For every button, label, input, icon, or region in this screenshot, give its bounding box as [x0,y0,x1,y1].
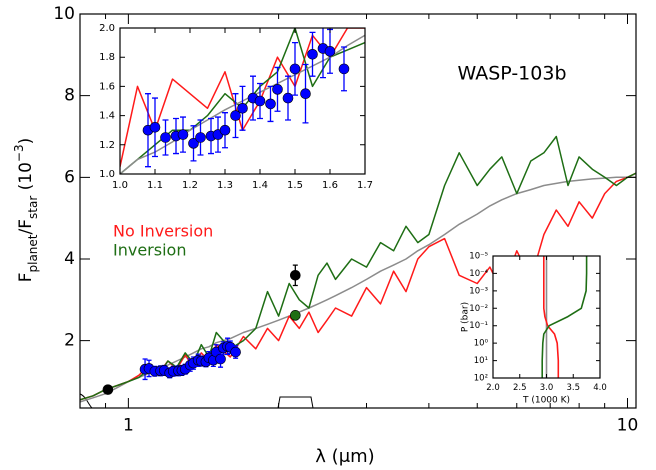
x-tick-label: 2.0 [486,383,500,393]
x-tick-label: 3.0 [540,383,554,393]
y-label-part: ) [16,138,36,145]
data-point [324,46,336,57]
data-point [272,84,283,95]
data-point [290,310,301,321]
x-tick-label: 1.3 [217,180,233,191]
legend-entry: No Inversion [113,222,213,241]
y-axis-label: P (bar) [461,302,471,332]
data-point [149,121,161,133]
x-tick-label: 1 [123,415,134,435]
x-tick-label: 10 [617,415,639,435]
data-point [215,353,226,365]
x-axis-label: T (1000 K) [522,396,570,406]
data-point [230,110,241,121]
data-point [188,138,199,149]
data-point [265,98,276,110]
x-tick-label: 1.0 [112,180,128,191]
x-tick-label: 3.5 [566,383,580,393]
data-point [237,103,248,114]
y-tick-label: 1.0 [99,169,115,180]
data-point [177,129,189,140]
x-tick-label: 2.5 [513,383,527,393]
y-tick-label: 1.2 [99,140,115,151]
y-label-part: star [26,196,40,219]
y-tick-label: 4 [64,249,75,269]
data-point [230,346,241,358]
annotation: WASP-103b [457,63,566,85]
y-tick-label: 10⁻⁵ [469,252,488,262]
y-label-part: (10 [16,162,36,196]
plot-area [80,135,636,403]
y-tick-label: 10⁻² [469,304,488,314]
legend-entry: Inversion [113,241,186,260]
y-tick-label: 10⁻¹ [469,321,488,331]
data-point [195,132,206,143]
data-point [254,95,266,107]
y-label-part: /F [16,219,36,235]
y-label-part: planet [26,234,40,272]
data-point [160,132,171,143]
y-tick-label: 10⁻³ [469,286,488,296]
x-tick-label: 1.4 [252,180,268,191]
x-tick-label: 1.7 [357,180,373,191]
data-point [290,270,301,281]
y-label-part: F [16,273,36,283]
y-tick-label: 10² [474,374,488,384]
y-axis-label: Fplanet/Fstar (10−3) [12,138,40,283]
data-point [289,63,301,75]
axes-frame [119,27,366,175]
y-tick-label: 10⁰ [474,339,489,349]
x-tick-label: 1.5 [287,180,303,191]
data-point [300,88,311,99]
y-tick-label: 2.0 [99,23,115,34]
model-line [80,135,636,401]
data-point [102,384,114,395]
data-point [219,124,231,136]
y-tick-label: 8 [64,86,75,106]
y-tick-label: 1.8 [99,52,115,63]
x-tick-label: 4.0 [593,383,607,393]
model-line [541,256,588,378]
data-point [282,92,294,104]
y-tick-label: 6 [64,167,75,187]
model-line [543,256,560,378]
axes-frame [492,255,601,379]
y-tick-label: 10¹ [474,356,488,366]
y-tick-label: 10 [53,4,75,24]
y-label-part: −3 [12,144,26,162]
model-line [80,176,636,403]
x-tick-label: 1.2 [182,180,198,191]
plot-area [541,256,588,378]
y-tick-label: 1.4 [99,111,115,122]
y-tick-label: 2 [64,331,75,351]
axes-frame [79,13,637,409]
x-tick-label: 1.1 [147,180,163,191]
data-point [307,48,318,60]
y-tick-label: 1.6 [99,81,115,92]
plot-area [120,28,365,174]
x-tick-label: 1.6 [322,180,338,191]
y-tick-label: 10⁻⁴ [469,269,488,279]
x-axis-label: λ (μm) [315,446,374,467]
data-point [338,63,350,75]
